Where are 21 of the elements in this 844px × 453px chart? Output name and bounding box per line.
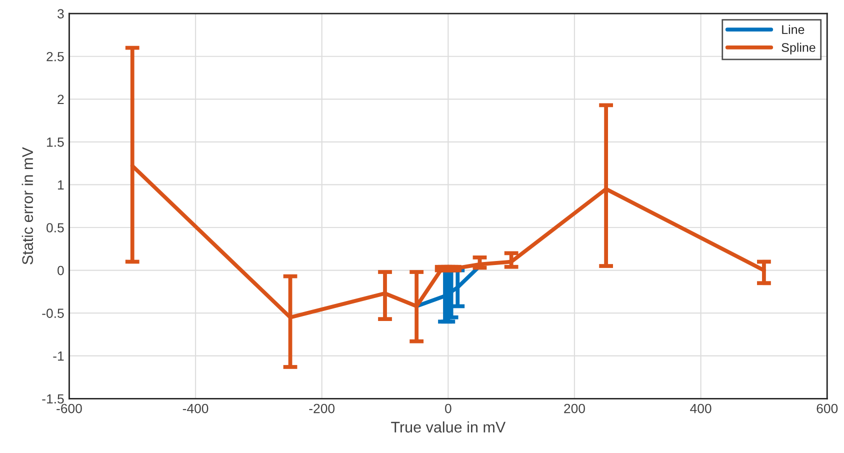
x-tick-label: 0 [445, 404, 452, 414]
x-tick-label: -400 [182, 404, 208, 414]
y-axis-title: Static error in mV [22, 147, 34, 264]
y-tick-label: 2.5 [46, 52, 64, 62]
legend-label: Line [782, 24, 804, 34]
legend-label: Spline [782, 42, 816, 54]
x-tick-label: 200 [564, 404, 585, 414]
y-tick-label: 2 [58, 94, 64, 104]
x-tick-label: -200 [309, 404, 335, 414]
y-tick-label: 3 [58, 9, 64, 18]
y-tick-label: 0 [58, 266, 64, 276]
x-axis-title: True value in mV [391, 421, 506, 433]
x-tick-label: 400 [690, 404, 712, 414]
y-tick-label: -1.5 [42, 394, 64, 404]
y-tick-label: 1 [58, 180, 64, 190]
y-tick-label: -1 [53, 352, 64, 361]
y-tick-label: 1.5 [47, 138, 64, 147]
y-tick-label: -0.5 [42, 308, 64, 318]
x-tick-label: 600 [816, 404, 838, 414]
y-tick-label: 0.5 [46, 223, 64, 232]
x-tick-label: -600 [56, 404, 82, 414]
